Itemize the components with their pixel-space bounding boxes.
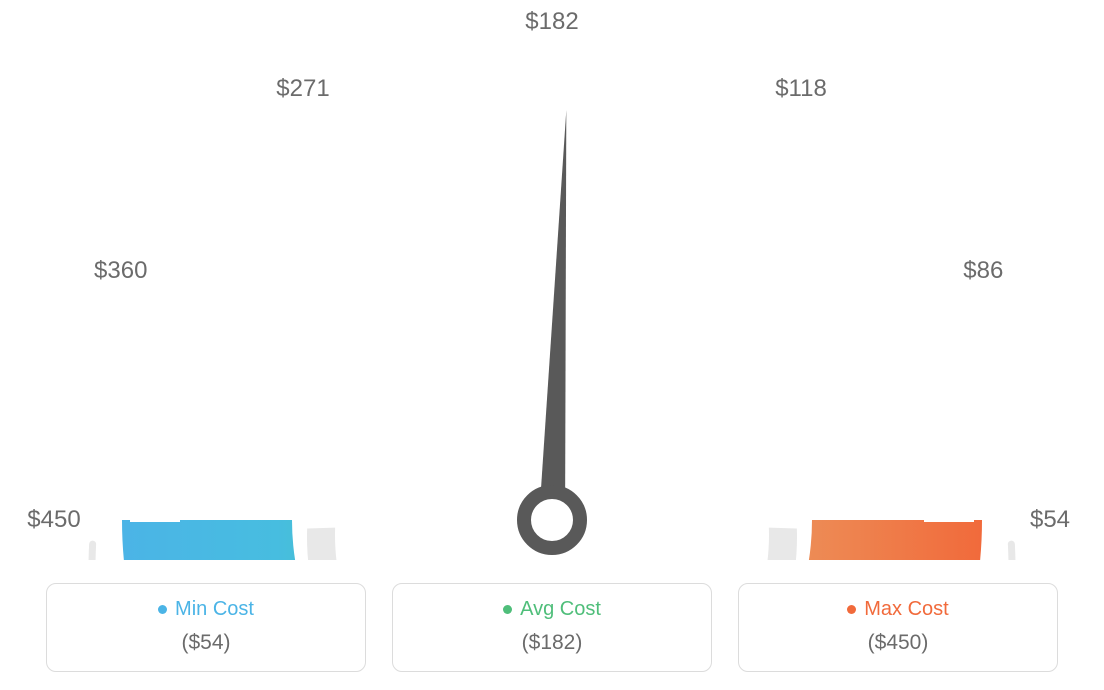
legend-card-min: Min Cost ($54) — [46, 583, 366, 672]
legend-dot-avg — [503, 605, 512, 614]
gauge-tick-label: $450 — [27, 506, 80, 534]
legend-dot-max — [847, 605, 856, 614]
gauge-tick-label: $86 — [963, 257, 1003, 285]
legend-value-max: ($450) — [739, 631, 1057, 655]
legend-dot-min — [158, 605, 167, 614]
legend-title-text-max: Max Cost — [864, 598, 948, 621]
gauge-chart: $54 $86 $118 $182 $271 $360 $450 — [0, 0, 1104, 560]
gauge-tick-label: $118 — [775, 75, 827, 103]
gauge-tick-label: $182 — [525, 8, 578, 36]
legend-value-min: ($54) — [47, 631, 365, 655]
legend-title-text-avg: Avg Cost — [520, 598, 601, 621]
legend-value-avg: ($182) — [393, 631, 711, 655]
gauge-svg — [0, 0, 1104, 560]
legend-card-avg: Avg Cost ($182) — [392, 583, 712, 672]
legend-title-max: Max Cost — [847, 598, 948, 621]
legend-title-min: Min Cost — [158, 598, 254, 621]
legend-title-text-min: Min Cost — [175, 598, 254, 621]
gauge-tick-label: $54 — [1030, 506, 1070, 534]
gauge-tick-label: $360 — [94, 257, 147, 285]
legend-row: Min Cost ($54) Avg Cost ($182) Max Cost … — [0, 583, 1104, 672]
legend-title-avg: Avg Cost — [503, 598, 601, 621]
gauge-tick-label: $271 — [276, 75, 329, 103]
legend-card-max: Max Cost ($450) — [738, 583, 1058, 672]
